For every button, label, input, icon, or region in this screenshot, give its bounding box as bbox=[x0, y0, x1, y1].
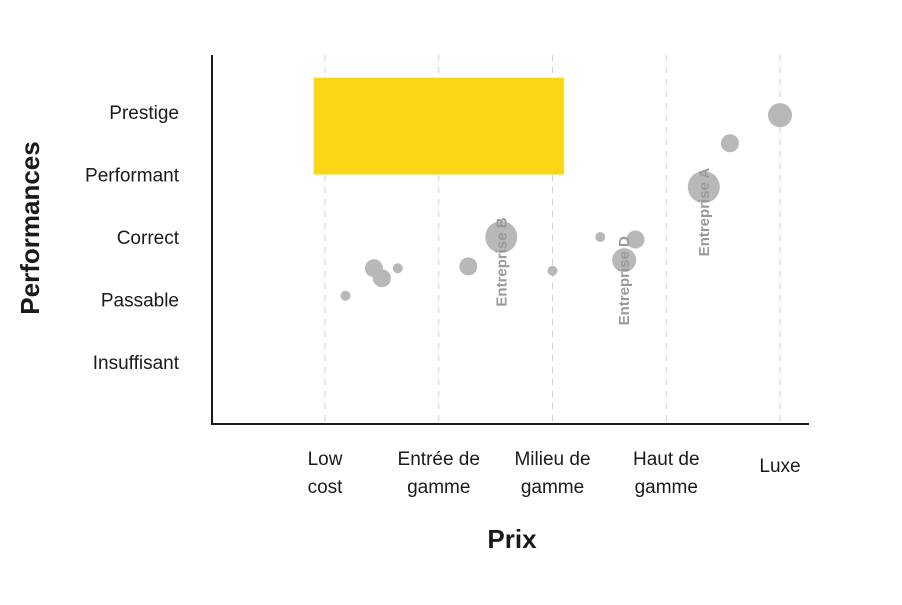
highlight-zone bbox=[313, 77, 564, 175]
data-point bbox=[612, 248, 637, 273]
x-axis-title: Prix bbox=[487, 524, 537, 554]
y-tick-label: Prestige bbox=[109, 103, 179, 124]
data-point bbox=[485, 221, 518, 253]
annotation-label: Entreprise A bbox=[696, 168, 713, 257]
data-point bbox=[687, 171, 720, 203]
data-point bbox=[768, 103, 792, 128]
annotation-label: Entreprise D bbox=[616, 236, 633, 325]
data-point bbox=[459, 257, 478, 276]
y-tick-label: Correct bbox=[117, 228, 180, 249]
y-axis-title: Performances bbox=[15, 141, 45, 314]
y-tick-labels: Insuffisant Passable Correct Performant Pres… bbox=[85, 103, 180, 374]
y-tick-label: Performant bbox=[85, 166, 180, 187]
data-point bbox=[372, 269, 391, 288]
data-point bbox=[626, 230, 645, 249]
y-tick-label: Passable bbox=[101, 291, 179, 312]
highlight-zone-layer bbox=[313, 77, 564, 175]
x-tick-label: Milieu de gamme bbox=[514, 449, 590, 498]
data-point bbox=[340, 290, 351, 301]
data-points bbox=[340, 103, 792, 301]
annotation-label: Entreprise B bbox=[493, 217, 510, 306]
data-point bbox=[720, 134, 739, 153]
x-tick-label: Low cost bbox=[308, 449, 344, 498]
data-point bbox=[595, 232, 606, 242]
x-tick-labels: Low cost Entrée de gamme Milieu de gamme Haut … bbox=[308, 449, 801, 498]
x-tick-label: Luxe bbox=[759, 456, 800, 477]
data-point bbox=[547, 265, 558, 276]
x-tick-label: Entrée de gamme bbox=[398, 449, 480, 498]
y-tick-label: Insuffisant bbox=[93, 353, 180, 374]
data-point bbox=[392, 263, 403, 274]
axes bbox=[211, 55, 809, 425]
annotations: Entreprise B Entreprise D Entreprise A bbox=[493, 168, 712, 326]
x-tick-label: Haut de gamme bbox=[633, 449, 700, 498]
